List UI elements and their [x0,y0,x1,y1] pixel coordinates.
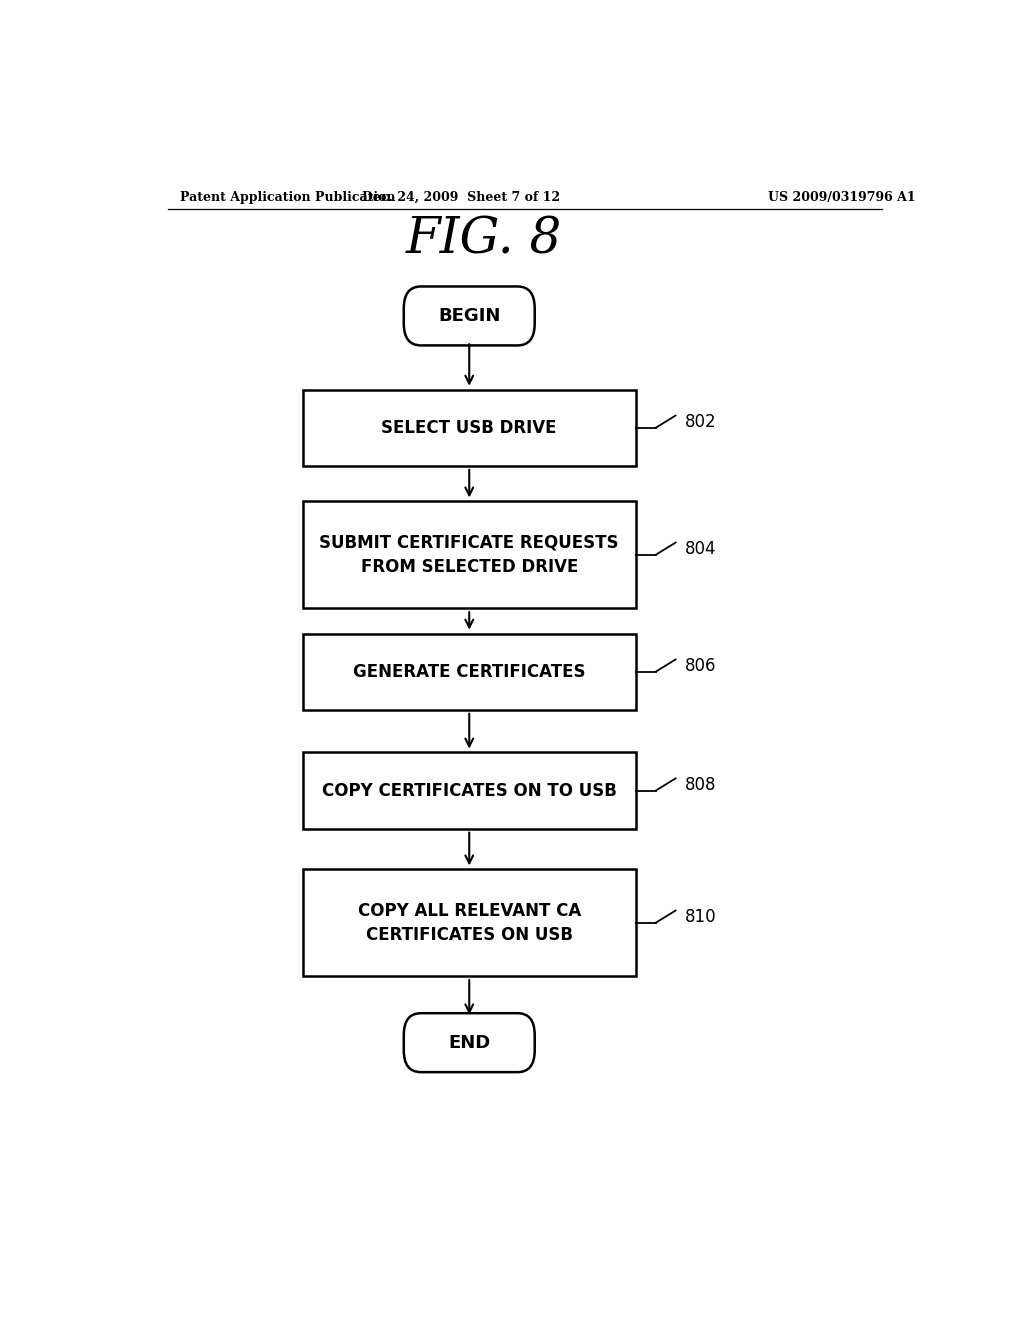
Bar [303,502,636,609]
Text: 806: 806 [685,656,717,675]
Bar [303,752,636,829]
Bar [303,870,636,975]
Text: 808: 808 [685,776,717,793]
Text: BEGIN: BEGIN [438,308,501,325]
Text: GENERATE CERTIFICATES: GENERATE CERTIFICATES [353,663,586,681]
Text: 810: 810 [685,908,717,925]
FancyBboxPatch shape [403,286,535,346]
Text: Dec. 24, 2009  Sheet 7 of 12: Dec. 24, 2009 Sheet 7 of 12 [362,190,560,203]
Text: US 2009/0319796 A1: US 2009/0319796 A1 [768,190,916,203]
Text: SELECT USB DRIVE: SELECT USB DRIVE [382,418,557,437]
Text: COPY ALL RELEVANT CA
CERTIFICATES ON USB: COPY ALL RELEVANT CA CERTIFICATES ON USB [357,902,581,944]
Text: END: END [449,1034,490,1052]
Text: SUBMIT CERTIFICATE REQUESTS
FROM SELECTED DRIVE: SUBMIT CERTIFICATE REQUESTS FROM SELECTE… [319,535,618,576]
Text: FIG. 8: FIG. 8 [406,215,562,264]
Bar [303,389,636,466]
Text: Patent Application Publication: Patent Application Publication [179,190,395,203]
Bar [303,634,636,710]
Text: 802: 802 [685,413,717,430]
Text: COPY CERTIFICATES ON TO USB: COPY CERTIFICATES ON TO USB [322,781,616,800]
Text: 804: 804 [685,540,717,557]
FancyBboxPatch shape [403,1014,535,1072]
